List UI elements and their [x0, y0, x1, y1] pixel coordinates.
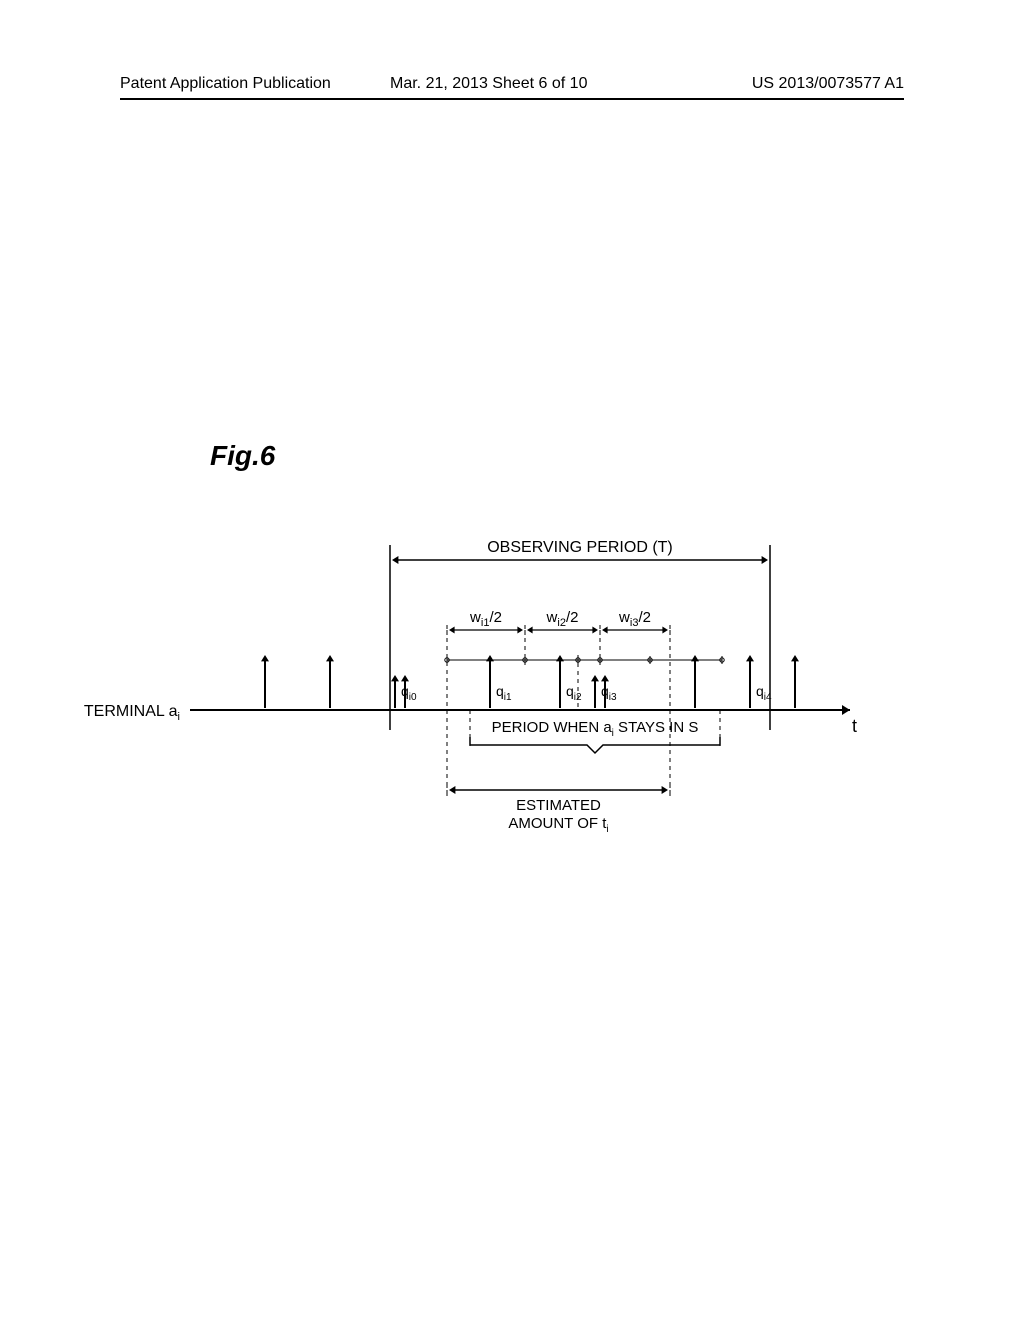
header-mid: Mar. 21, 2013 Sheet 6 of 10 [390, 75, 587, 93]
header-left: Patent Application Publication [120, 75, 331, 93]
header-right: US 2013/0073577 A1 [752, 75, 904, 93]
svg-text:AMOUNT OF ti: AMOUNT OF ti [508, 815, 608, 835]
svg-text:wi2/2: wi2/2 [546, 609, 579, 629]
svg-text:OBSERVING PERIOD (T): OBSERVING PERIOD (T) [487, 539, 673, 556]
svg-text:wi1/2: wi1/2 [469, 609, 502, 629]
header-rule [120, 98, 904, 100]
figure-label: Fig.6 [210, 440, 275, 472]
svg-text:ESTIMATED: ESTIMATED [516, 797, 601, 814]
svg-text:qi1: qi1 [496, 683, 512, 703]
svg-text:t: t [852, 716, 857, 736]
svg-text:TERMINAL ai: TERMINAL ai [84, 703, 180, 723]
svg-text:qi3: qi3 [601, 683, 617, 703]
svg-text:wi3/2: wi3/2 [618, 609, 651, 629]
svg-text:qi2: qi2 [566, 683, 582, 703]
svg-text:qi0: qi0 [401, 683, 417, 703]
timeline-diagram: tTERMINAL aiOBSERVING PERIOD (T)wi1/2wi2… [190, 530, 890, 855]
page-header: Patent Application Publication Mar. 21, … [0, 75, 1024, 93]
svg-text:PERIOD WHEN ai STAYS IN S: PERIOD WHEN ai STAYS IN S [492, 719, 699, 739]
